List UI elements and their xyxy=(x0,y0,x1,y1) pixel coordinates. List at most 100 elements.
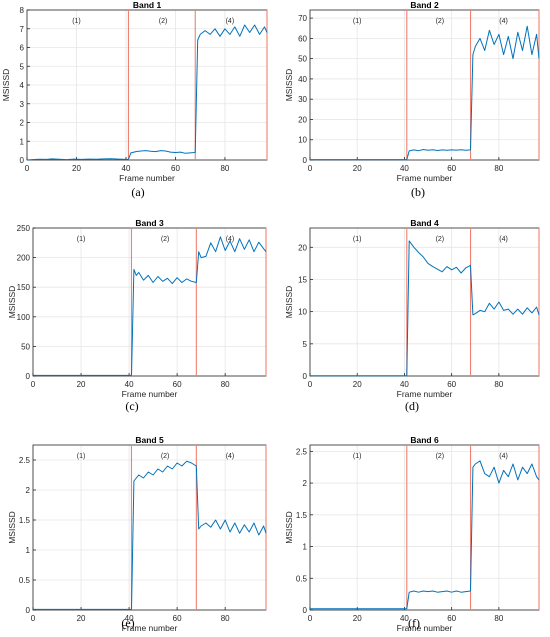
x-tick-label: 80 xyxy=(220,164,229,173)
y-tick-label: 10 xyxy=(298,136,307,145)
region-label: (4) xyxy=(226,453,235,460)
x-tick-label: 0 xyxy=(25,164,30,173)
y-tick-label: 250 xyxy=(17,224,31,233)
y-tick-label: 200 xyxy=(17,254,31,263)
x-tick-label: 0 xyxy=(308,380,313,389)
y-tick-label: 50 xyxy=(298,55,307,64)
region-label: (1) xyxy=(353,236,362,243)
x-tick-label: 20 xyxy=(77,614,86,623)
x-tick-label: 0 xyxy=(31,614,36,623)
subfigure-label: (b) xyxy=(411,185,425,199)
y-tick-label: 2 xyxy=(303,479,308,488)
series-line xyxy=(27,25,267,160)
x-tick-label: 60 xyxy=(173,380,182,389)
region-label: (1) xyxy=(353,18,362,25)
axes-frame xyxy=(310,445,539,610)
region-label: (1) xyxy=(77,236,86,243)
x-tick-label: 40 xyxy=(400,380,409,389)
y-tick-label: 70 xyxy=(298,14,307,23)
y-tick-label: 2.5 xyxy=(19,456,31,465)
region-label: (2) xyxy=(436,236,445,243)
x-tick-label: 0 xyxy=(308,164,313,173)
subfigure-label: (f) xyxy=(408,616,420,630)
chart-panel-5: 0 20 40 60 80 0 0.5 1 1.5 2 2.5 (1) (2) (4) Band 5 Fram… xyxy=(7,435,266,633)
chart-panel-1: 0 20 40 60 80 0 1 2 3 4 5 6 7 8 (1) (2) (4) Band 1 Frame n… xyxy=(1,0,267,199)
subfigure-label: (a) xyxy=(131,185,144,199)
y-tick-label: 1.5 xyxy=(296,511,308,520)
y-tick-label: 0 xyxy=(26,606,31,615)
axes-frame xyxy=(310,228,539,376)
x-tick-label: 80 xyxy=(494,380,503,389)
region-label: (1) xyxy=(353,453,362,460)
y-tick-label: 20 xyxy=(298,115,307,124)
y-axis-label: MSISSD xyxy=(7,511,17,544)
y-tick-label: 4 xyxy=(20,81,25,90)
x-tick-label: 60 xyxy=(171,164,180,173)
x-tick-label: 0 xyxy=(31,380,36,389)
y-tick-label: 0 xyxy=(303,606,308,615)
y-tick-label: 0 xyxy=(26,372,31,381)
chart-panel-4: 0 20 40 60 80 0 5 10 15 20 (1) (2) (4) Band 4 Frame nu… xyxy=(284,218,539,413)
y-tick-label: 2 xyxy=(20,119,25,128)
region-label: (2) xyxy=(436,18,445,25)
region-label: (2) xyxy=(436,453,445,460)
x-axis-label: Frame number xyxy=(397,173,453,183)
y-tick-label: 1.5 xyxy=(19,516,31,525)
region-label: (2) xyxy=(161,236,170,243)
y-tick-label: 0.5 xyxy=(296,574,308,583)
y-tick-label: 1 xyxy=(20,137,25,146)
y-tick-label: 1 xyxy=(303,543,308,552)
subfigure-label: (d) xyxy=(405,399,419,413)
region-label: (1) xyxy=(72,18,81,25)
chart-title: Band 5 xyxy=(135,435,164,445)
region-label: (2) xyxy=(161,453,170,460)
x-tick-label: 20 xyxy=(353,614,362,623)
y-axis-label: MSISSD xyxy=(1,69,11,102)
x-axis-label: Frame number xyxy=(119,173,175,183)
x-tick-label: 20 xyxy=(72,164,81,173)
y-tick-label: 30 xyxy=(298,95,307,104)
y-tick-label: 100 xyxy=(17,313,31,322)
region-label: (4) xyxy=(499,453,508,460)
x-tick-label: 40 xyxy=(400,164,409,173)
y-tick-label: 0 xyxy=(303,372,308,381)
y-tick-label: 0 xyxy=(303,156,308,165)
chart-title: Band 3 xyxy=(135,218,164,228)
y-tick-label: 8 xyxy=(20,6,25,15)
region-label: (4) xyxy=(226,18,235,25)
chart-panel-3: 0 20 40 60 80 0 50 100 150 200 250 (1) (2) (4) Band 3 F… xyxy=(7,218,266,413)
y-tick-label: 0 xyxy=(20,156,25,165)
x-axis-label: Frame number xyxy=(397,623,453,633)
x-tick-label: 20 xyxy=(353,164,362,173)
axes-frame xyxy=(33,445,266,610)
x-axis-label: Frame number xyxy=(122,389,178,399)
x-tick-label: 60 xyxy=(447,164,456,173)
x-tick-label: 80 xyxy=(494,614,503,623)
x-axis-label: Frame number xyxy=(397,389,453,399)
y-tick-label: 5 xyxy=(303,340,308,349)
y-tick-label: 1 xyxy=(26,546,31,555)
y-axis-label: MSISSD xyxy=(7,286,17,319)
y-tick-label: 10 xyxy=(298,308,307,317)
y-tick-label: 15 xyxy=(298,275,307,284)
y-tick-label: 7 xyxy=(20,25,25,34)
chart-title: Band 1 xyxy=(133,0,162,10)
y-tick-label: 40 xyxy=(298,75,307,84)
y-tick-label: 3 xyxy=(20,100,25,109)
x-tick-label: 20 xyxy=(77,380,86,389)
y-tick-label: 0.5 xyxy=(19,576,31,585)
y-tick-label: 60 xyxy=(298,34,307,43)
x-tick-label: 80 xyxy=(221,614,230,623)
series-line xyxy=(33,461,266,609)
y-tick-label: 6 xyxy=(20,44,25,53)
subfigure-label: (c) xyxy=(125,399,138,413)
y-tick-label: 2 xyxy=(26,486,31,495)
subfigure-label: (e) xyxy=(121,616,134,630)
x-tick-label: 80 xyxy=(494,164,503,173)
region-label: (1) xyxy=(77,453,86,460)
chart-title: Band 4 xyxy=(410,218,439,228)
x-tick-label: 20 xyxy=(353,380,362,389)
y-axis-label: MSISSD xyxy=(284,286,294,319)
x-tick-label: 40 xyxy=(122,164,131,173)
x-tick-label: 60 xyxy=(447,380,456,389)
